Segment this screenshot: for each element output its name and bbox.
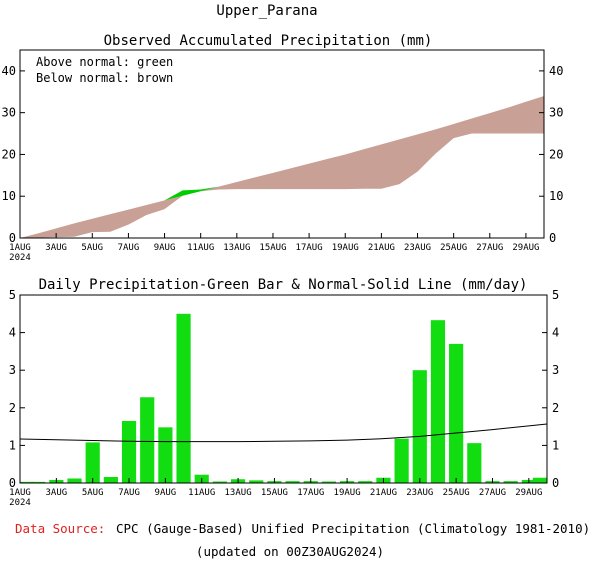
daily-xlabel: 19AUG <box>334 488 361 498</box>
daily-precip-bar <box>20 481 35 483</box>
daily-xlabel: 21AUG <box>370 488 397 498</box>
daily-xlabel: 9AUG <box>155 488 177 498</box>
accumulated-ylabel-left: 20 <box>2 147 16 161</box>
normal-daily-line <box>19 423 548 443</box>
daily-xlabel: 13AUG <box>225 488 252 498</box>
daily-title: Daily Precipitation-Green Bar & Normal-S… <box>39 277 528 293</box>
accumulated-ylabel-right: 30 <box>549 106 563 120</box>
accumulated-xlabel: 11AUG <box>187 243 214 253</box>
daily-precip-bar <box>449 343 464 483</box>
accumulated-xlabel: 19AUG <box>332 243 359 253</box>
accumulated-ylabel-left: 0 <box>9 231 16 245</box>
daily-precip-bar <box>467 443 482 483</box>
daily-precip-bar <box>285 481 300 483</box>
daily-xlabel: 27AUG <box>479 488 506 498</box>
daily-precip-bar <box>430 320 446 483</box>
daily-xlabel: 7AUG <box>118 488 140 498</box>
accumulated-xlabel: 3AUG <box>45 243 67 253</box>
accumulated-xlabel: 23AUG <box>404 243 431 253</box>
accumulated-xlabel: 15AUG <box>259 243 286 253</box>
daily-precip-bar <box>321 481 337 483</box>
daily-panel: Daily Precipitation-Green Bar & Normal-S… <box>9 277 559 508</box>
accumulated-title: Observed Accumulated Precipitation (mm) <box>104 33 433 49</box>
accumulated-xlabel: 7AUG <box>118 243 140 253</box>
accumulated-xlabel: 1AUG <box>9 243 31 253</box>
daily-xlabel: 17AUG <box>297 488 324 498</box>
daily-precip-bar <box>358 481 373 483</box>
legend-below-normal: Below normal: brown <box>36 71 173 85</box>
accumulated-ylabel-left: 30 <box>2 106 16 120</box>
daily-ylabel-left: 0 <box>9 476 16 490</box>
accumulated-xlabel: 27AUG <box>476 243 503 253</box>
daily-precip-bar <box>85 442 100 483</box>
daily-precip-bar <box>503 481 518 483</box>
accumulated-ylabel-right: 10 <box>549 189 563 203</box>
daily-ylabel-left: 3 <box>9 363 16 377</box>
daily-xlabel: 15AUG <box>261 488 288 498</box>
accumulated-ylabel-right: 0 <box>549 231 556 245</box>
accumulated-xlabel: 13AUG <box>223 243 250 253</box>
daily-xlabel: 11AUG <box>188 488 215 498</box>
daily-ylabel-left: 1 <box>9 438 16 452</box>
daily-ylabel-right: 3 <box>552 363 559 377</box>
accumulated-xlabel: 21AUG <box>368 243 395 253</box>
daily-year-label: 2024 <box>9 498 31 508</box>
accumulated-ylabel-right: 20 <box>549 147 563 161</box>
accumulated-xlabel: 25AUG <box>440 243 467 253</box>
accumulated-ylabel-right: 40 <box>549 64 563 78</box>
data-source-label: Data Source: <box>15 521 105 536</box>
page-title: Upper_Parana <box>216 3 317 19</box>
accumulated-plot-area: 0 0 10 10 20 20 30 30 40 40 1AUG 3AUG 5AUG 7AUG 9AUG 11… <box>2 49 563 263</box>
above-normal-area <box>20 95 544 238</box>
accumulated-xlabel: 29AUG <box>512 243 539 253</box>
accumulated-xlabel: 17AUG <box>296 243 323 253</box>
daily-ylabel-right: 5 <box>552 288 559 302</box>
below-normal-area <box>20 95 544 238</box>
daily-xlabel: 25AUG <box>443 488 470 498</box>
daily-precip-bar <box>394 438 409 483</box>
daily-precip-bar <box>31 481 46 483</box>
accumulated-panel: Observed Accumulated Precipitation (mm) … <box>2 33 564 263</box>
accumulated-frame <box>19 49 545 239</box>
daily-precip-bar <box>212 481 227 483</box>
daily-xlabel: 1AUG <box>9 488 31 498</box>
daily-ylabel-right: 1 <box>552 438 559 452</box>
accumulated-xlabel: 5AUG <box>81 243 103 253</box>
daily-ylabel-left: 2 <box>9 401 16 415</box>
daily-xlabel: 29AUG <box>515 488 542 498</box>
accumulated-year-label: 2024 <box>9 253 31 263</box>
daily-precip-bar <box>412 370 427 483</box>
daily-xlabel: 3AUG <box>46 488 68 498</box>
daily-ylabel-right: 0 <box>552 476 559 490</box>
legend-above-normal: Above normal: green <box>36 55 173 69</box>
accumulated-xlabel: 9AUG <box>154 243 176 253</box>
daily-precip-bar <box>176 313 191 483</box>
daily-precip-bar <box>103 476 118 483</box>
accumulated-ylabel-left: 40 <box>2 64 16 78</box>
daily-ylabel-right: 2 <box>552 401 559 415</box>
daily-ylabel-right: 4 <box>552 326 559 340</box>
data-source-note: Data Source: CPC (Gauge-Based) Unified P… <box>15 521 590 559</box>
data-source-text: CPC (Gauge-Based) Unified Precipitation … <box>116 521 590 536</box>
daily-ylabel-left: 4 <box>9 326 16 340</box>
daily-precip-bar <box>158 427 173 483</box>
daily-frame <box>19 294 548 484</box>
updated-text: (updated on 00Z30AUG2024) <box>196 544 384 559</box>
accumulated-ylabel-left: 10 <box>2 189 16 203</box>
daily-ylabel-left: 5 <box>9 288 16 302</box>
daily-xlabel: 5AUG <box>82 488 104 498</box>
daily-precip-bar <box>67 478 82 483</box>
daily-xlabel: 23AUG <box>406 488 433 498</box>
daily-precip-bar <box>249 480 264 483</box>
daily-plot-area: 0 0 1 1 2 2 3 3 4 4 5 5 1AUG 3AUG 5AUG 7AUG 9AUG 11AUG 13A… <box>9 288 559 508</box>
daily-precip-bar <box>532 477 547 483</box>
daily-precip-bar <box>140 397 155 483</box>
daily-precip-bar <box>121 420 137 483</box>
